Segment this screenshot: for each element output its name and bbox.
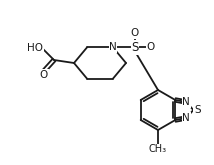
Text: O: O (131, 28, 139, 38)
Text: N: N (183, 113, 190, 123)
Text: S: S (131, 41, 139, 54)
Text: HO: HO (27, 43, 43, 53)
Text: O: O (147, 42, 155, 52)
Text: N: N (109, 42, 117, 52)
Text: O: O (40, 70, 48, 80)
Text: S: S (194, 105, 201, 115)
Text: CH₃: CH₃ (149, 144, 167, 154)
Text: N: N (183, 97, 190, 107)
